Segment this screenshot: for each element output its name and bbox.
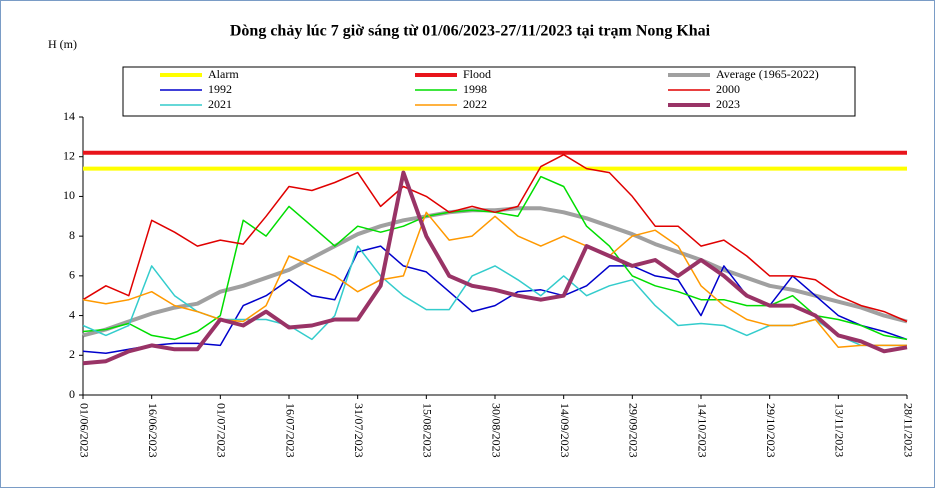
y-tick-label: 10 <box>63 188 75 202</box>
legend-label: 2022 <box>463 97 487 111</box>
y-tick-label: 8 <box>69 228 75 242</box>
y-axis-label: H (m) <box>48 37 77 51</box>
x-tick-label: 29/09/2023 <box>627 403 641 458</box>
legend-label: Average (1965-2022) <box>716 67 819 81</box>
x-tick-label: 14/10/2023 <box>695 403 709 458</box>
legend-label: Alarm <box>208 67 239 81</box>
y-tick-label: 14 <box>63 109 75 123</box>
x-tick-label: 14/09/2023 <box>558 403 572 458</box>
y-tick-label: 6 <box>69 268 75 282</box>
x-tick-label: 16/06/2023 <box>146 403 160 458</box>
x-tick-label: 13/11/2023 <box>833 403 847 457</box>
legend-box <box>122 66 856 117</box>
x-tick-label: 01/06/2023 <box>77 403 91 458</box>
y-tick-label: 0 <box>69 387 75 401</box>
legend-label: Flood <box>463 67 491 81</box>
y-tick-label: 12 <box>63 148 75 162</box>
x-tick-label: 31/07/2023 <box>352 403 366 458</box>
legend-label: 2023 <box>716 97 740 111</box>
x-tick-label: 29/10/2023 <box>764 403 778 458</box>
chart-title: Dòng chảy lúc 7 giờ sáng từ 01/06/2023-2… <box>230 23 711 40</box>
x-tick-label: 15/08/2023 <box>421 403 435 458</box>
series-line <box>82 153 908 323</box>
y-tick-label: 2 <box>69 347 75 361</box>
y-tick-label: 4 <box>69 307 75 321</box>
x-tick-label: 16/07/2023 <box>283 403 297 458</box>
series-line <box>82 170 908 366</box>
x-tick-label: 28/11/2023 <box>901 403 915 457</box>
legend-label: 2021 <box>208 97 232 111</box>
legend-label: 1998 <box>463 82 487 96</box>
legend-label: 2000 <box>716 82 740 96</box>
legend-label: 1992 <box>208 82 232 96</box>
series-line <box>82 206 908 338</box>
x-tick-label: 30/08/2023 <box>489 403 503 458</box>
x-tick-label: 01/07/2023 <box>215 403 229 458</box>
